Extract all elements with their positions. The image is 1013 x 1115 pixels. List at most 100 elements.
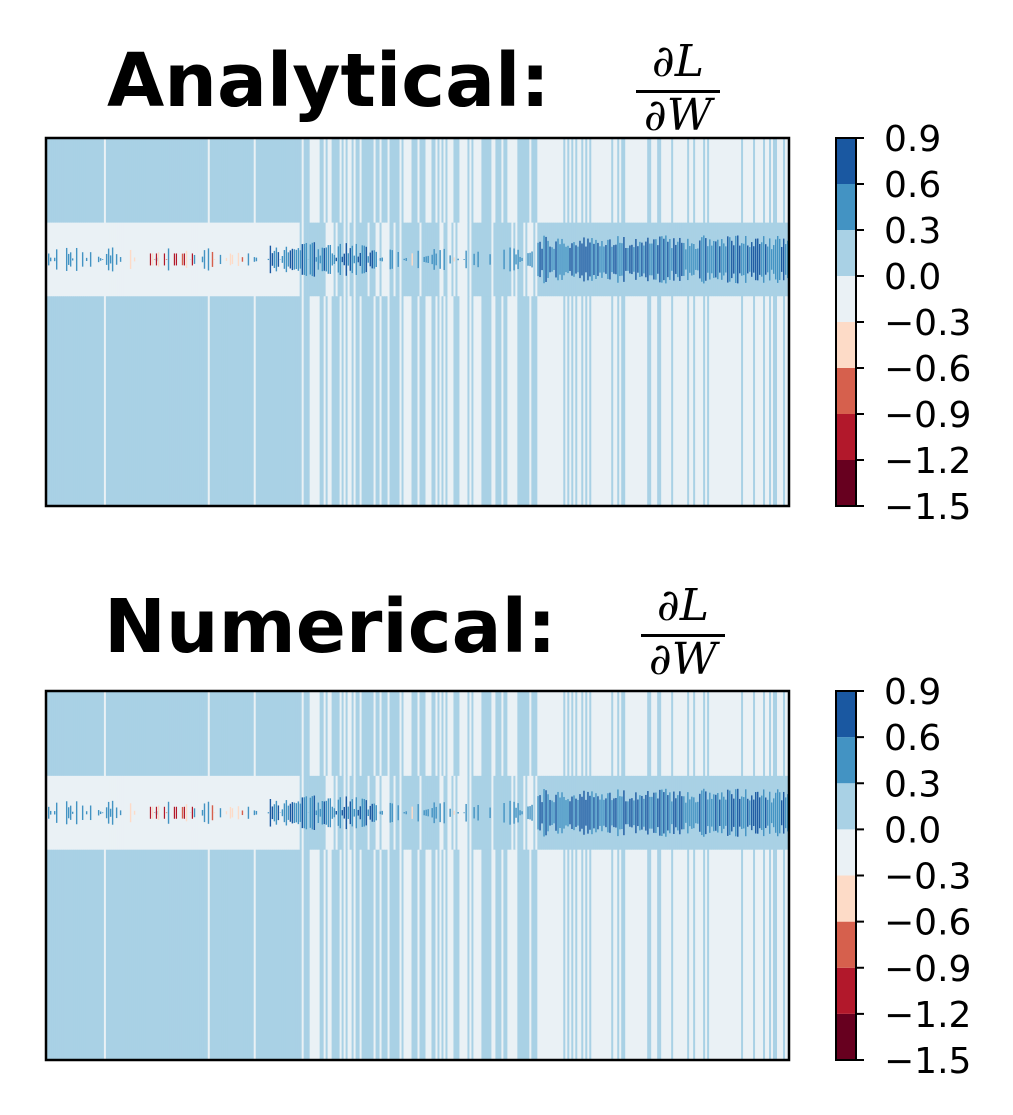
heatmap-spike: [353, 808, 355, 817]
heatmap-column: [279, 138, 283, 506]
heatmap-spike: [739, 245, 741, 274]
heatmap-column: [453, 691, 456, 1060]
heatmap-spike: [641, 242, 643, 277]
heatmap-spike: [391, 803, 393, 823]
heatmap-column: [85, 691, 89, 1060]
heatmap-column: [231, 691, 235, 1060]
heatmap-column: [181, 138, 185, 506]
heatmap-spike: [653, 239, 655, 280]
heatmap-column: [515, 691, 518, 1060]
heatmap-spike: [587, 791, 589, 834]
heatmap-column: [271, 691, 275, 1060]
heatmap-spike: [293, 802, 296, 823]
heatmap-spike: [181, 253, 184, 266]
heatmap-column: [561, 691, 564, 1060]
heatmap-column: [109, 691, 113, 1060]
heatmap-band-cell: [263, 775, 267, 850]
heatmap-spike: [515, 807, 517, 818]
heatmap-column: [565, 138, 568, 506]
heatmap-spike: [457, 258, 459, 261]
heatmap-spike: [69, 252, 72, 267]
heatmap-column: [585, 691, 588, 1060]
heatmap-spike: [681, 242, 683, 277]
heatmap-column: [763, 138, 766, 506]
heatmap-spike: [735, 235, 737, 284]
heatmap-column: [267, 138, 271, 506]
heatmap-column: [48, 691, 51, 1060]
heatmap-band-cell: [215, 775, 219, 850]
heatmap-spike: [509, 247, 511, 272]
heatmap-spike: [49, 810, 52, 815]
heatmap-spike: [659, 236, 661, 283]
heatmap-band-cell: [447, 222, 450, 297]
heatmap-column: [491, 138, 494, 506]
colorbar-segment: [836, 967, 856, 1014]
heatmap-column: [321, 691, 325, 1060]
heatmap-column: [511, 138, 514, 506]
heatmap-spike: [353, 255, 355, 264]
heatmap-column: [445, 138, 448, 506]
heatmap-band-cell: [159, 775, 163, 850]
heatmap-column: [125, 691, 129, 1060]
heatmap-column: [615, 138, 618, 506]
heatmap-column: [689, 691, 692, 1060]
heatmap-band-cell: [399, 222, 402, 297]
heatmap-column: [487, 138, 490, 506]
heatmap-column: [697, 138, 700, 506]
heatmap-column: [217, 138, 221, 506]
heatmap-column: [547, 138, 550, 506]
heatmap-column: [309, 138, 313, 506]
heatmap-column: [185, 138, 189, 506]
heatmap-spike: [745, 235, 747, 283]
heatmap-column: [115, 138, 119, 506]
heatmap-column: [215, 138, 219, 506]
heatmap-band-cell: [83, 222, 87, 297]
heatmap-column: [73, 138, 77, 506]
heatmap-band-cell: [437, 222, 440, 297]
heatmap-column: [701, 691, 704, 1060]
heatmap-band-cell: [233, 222, 237, 297]
heatmap-spike: [559, 797, 561, 829]
heatmap-band-cell: [257, 775, 261, 850]
heatmap-column: [125, 138, 129, 506]
heatmap-band-cell: [455, 775, 458, 850]
heatmap-column: [551, 691, 554, 1060]
heatmap-column: [229, 691, 233, 1060]
heatmap-column: [575, 138, 578, 506]
heatmap-band-cell: [125, 222, 129, 297]
heatmap-column: [349, 691, 352, 1060]
heatmap-column: [69, 691, 73, 1060]
heatmap-column: [487, 691, 490, 1060]
heatmap-spike: [183, 253, 186, 266]
heatmap-spike: [783, 238, 785, 281]
heatmap-column: [57, 691, 61, 1060]
heatmap-band-cell: [73, 775, 77, 850]
heatmap-column: [387, 691, 390, 1060]
heatmap-spike: [503, 249, 505, 270]
heatmap-spike: [673, 791, 675, 834]
heatmap-column: [223, 138, 227, 506]
heatmap-column: [473, 138, 476, 506]
heatmap-column: [59, 138, 63, 506]
heatmap-spike: [537, 796, 539, 830]
heatmap-column: [425, 138, 428, 506]
heatmap-column: [403, 691, 406, 1060]
heatmap-column: [185, 691, 189, 1060]
heatmap-spike: [625, 247, 627, 271]
heatmap-column: [107, 691, 111, 1060]
heatmap-spike: [365, 246, 367, 273]
heatmap-column: [683, 691, 686, 1060]
heatmap-spike: [201, 809, 204, 816]
heatmap-spike: [733, 245, 735, 274]
heatmap-column: [411, 691, 414, 1060]
heatmap-column: [243, 138, 247, 506]
heatmap-column: [253, 138, 257, 506]
heatmap-column: [431, 138, 434, 506]
heatmap-spike: [231, 254, 234, 265]
heatmap-spike: [427, 255, 429, 263]
heatmap-spike: [727, 236, 729, 283]
heatmap-column: [107, 138, 111, 506]
heatmap-column: [671, 691, 674, 1060]
heatmap-column: [703, 691, 706, 1060]
heatmap-column: [363, 691, 366, 1060]
